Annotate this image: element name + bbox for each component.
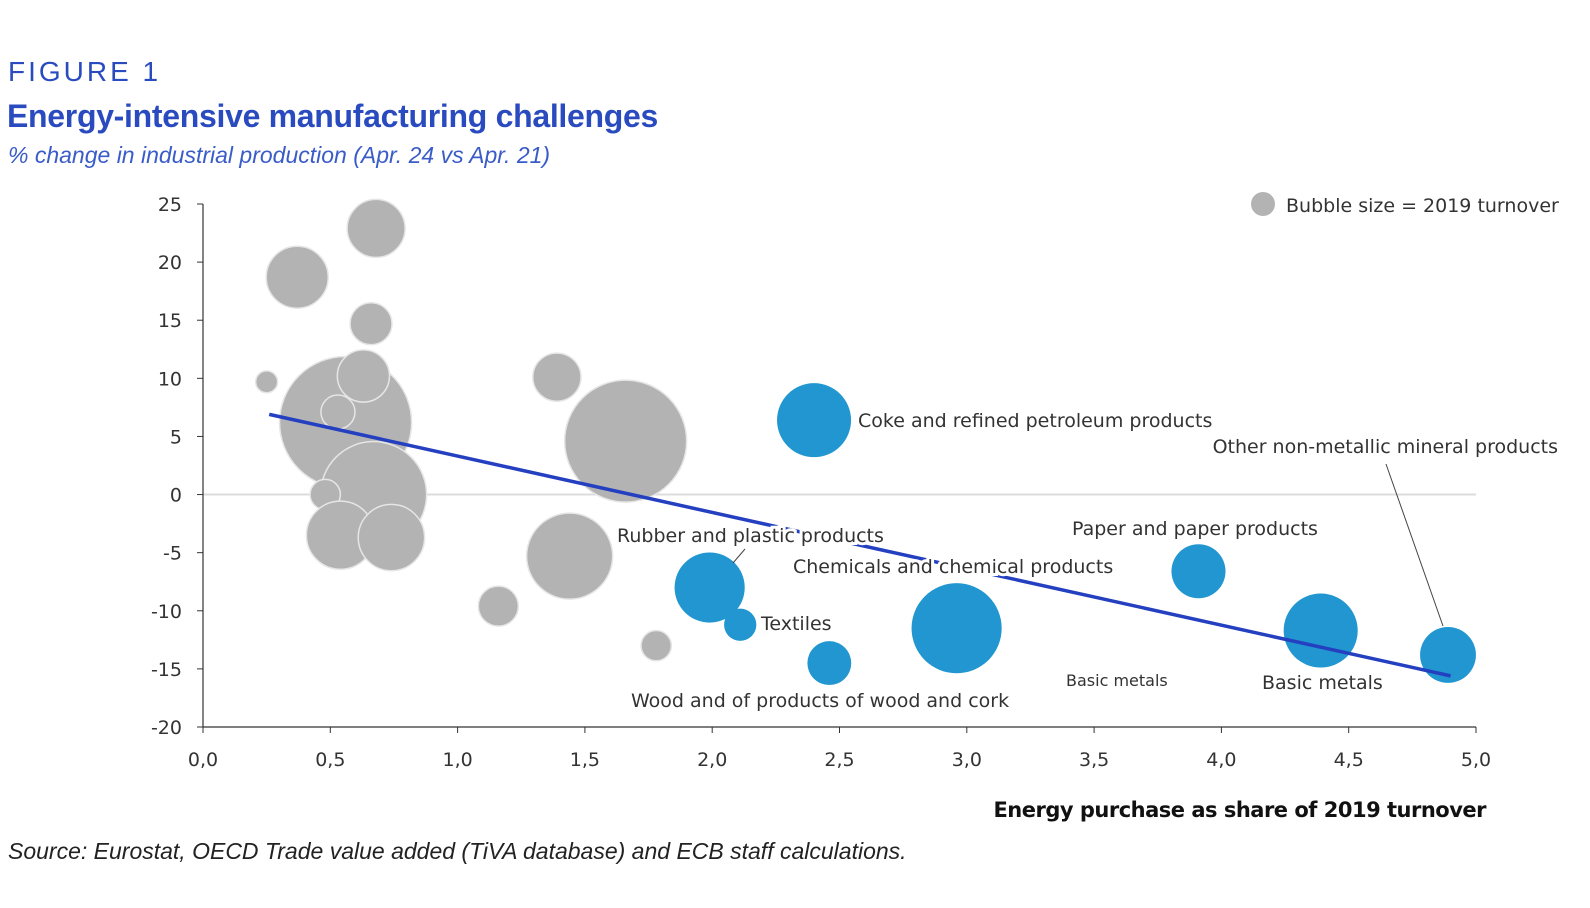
bubble-highlighted [911, 583, 1002, 674]
bubble-other [525, 512, 614, 600]
x-tick-label: 4,5 [1334, 749, 1364, 771]
bubble-other [532, 352, 582, 403]
bubble-other [357, 503, 426, 572]
x-tick-label: 0,0 [188, 749, 218, 771]
bubble-other [563, 379, 688, 503]
bubble-highlighted [1420, 627, 1476, 683]
y-tick-label: -10 [151, 601, 182, 623]
bubble-highlighted [674, 552, 745, 623]
y-tick-label: 5 [170, 426, 182, 448]
bubble-highlighted [777, 383, 852, 458]
y-tick-label: 25 [158, 194, 182, 216]
bubble-other [640, 629, 673, 662]
y-tick-label: -20 [151, 717, 182, 739]
legend-label: Bubble size = 2019 turnover [1286, 195, 1559, 217]
figure-label: FIGURE 1 [8, 56, 162, 87]
x-axis-title: Energy purchase as share of 2019 turnove… [993, 798, 1487, 822]
chart-subtitle: % change in industrial production (Apr. … [8, 142, 551, 168]
bubble-highlighted [1171, 544, 1226, 599]
x-tick-label: 3,0 [952, 749, 982, 771]
label-connector [1385, 463, 1444, 627]
x-tick-label: 4,0 [1206, 749, 1236, 771]
point-label: Wood and of products of wood and cork [631, 690, 1009, 712]
trend-line [268, 412, 1451, 678]
x-tick-label: 3,5 [1079, 749, 1109, 771]
x-tick-label: 1,5 [570, 749, 600, 771]
x-tick-label: 2,5 [824, 749, 854, 771]
y-tick-label: 10 [158, 368, 182, 390]
y-tick-label: -5 [163, 543, 182, 565]
point-label-extra: Basic metals [1066, 671, 1168, 690]
label-connector [732, 548, 746, 564]
bubble-other [477, 585, 520, 627]
bubble-other [320, 394, 356, 430]
legend-bubble-icon [1251, 192, 1275, 216]
bubble-other [336, 349, 391, 403]
point-label: Textiles [760, 613, 832, 635]
bubble-other [346, 198, 406, 259]
source-note: Source: Eurostat, OECD Trade value added… [8, 838, 907, 864]
point-label: Chemicals and chemical products [793, 556, 1113, 578]
point-label: Coke and refined petroleum products [858, 410, 1212, 432]
bubble-other [254, 370, 279, 394]
bubble-other [349, 301, 393, 346]
point-label: Paper and paper products [1072, 518, 1318, 540]
legend: Bubble size = 2019 turnover [1251, 192, 1559, 217]
point-label: Basic metals [1262, 672, 1383, 694]
chart-title: Energy-intensive manufacturing challenge… [7, 98, 658, 134]
y-tick-label: 20 [158, 252, 182, 274]
x-tick-label: 2,0 [697, 749, 727, 771]
x-tick-label: 1,0 [442, 749, 472, 771]
bubble-other [265, 245, 329, 309]
y-tick-label: -15 [151, 659, 182, 681]
bubble-highlighted [807, 641, 852, 685]
bubble-highlighted [1283, 593, 1358, 668]
point-label: Other non-metallic mineral products [1213, 436, 1558, 458]
x-tick-label: 0,5 [315, 749, 345, 771]
bubble-highlighted [724, 608, 757, 641]
y-tick-label: 0 [170, 485, 182, 507]
x-tick-label: 5,0 [1461, 749, 1491, 771]
point-label: Rubber and plastic products [617, 525, 884, 547]
y-tick-label: 15 [158, 310, 182, 332]
